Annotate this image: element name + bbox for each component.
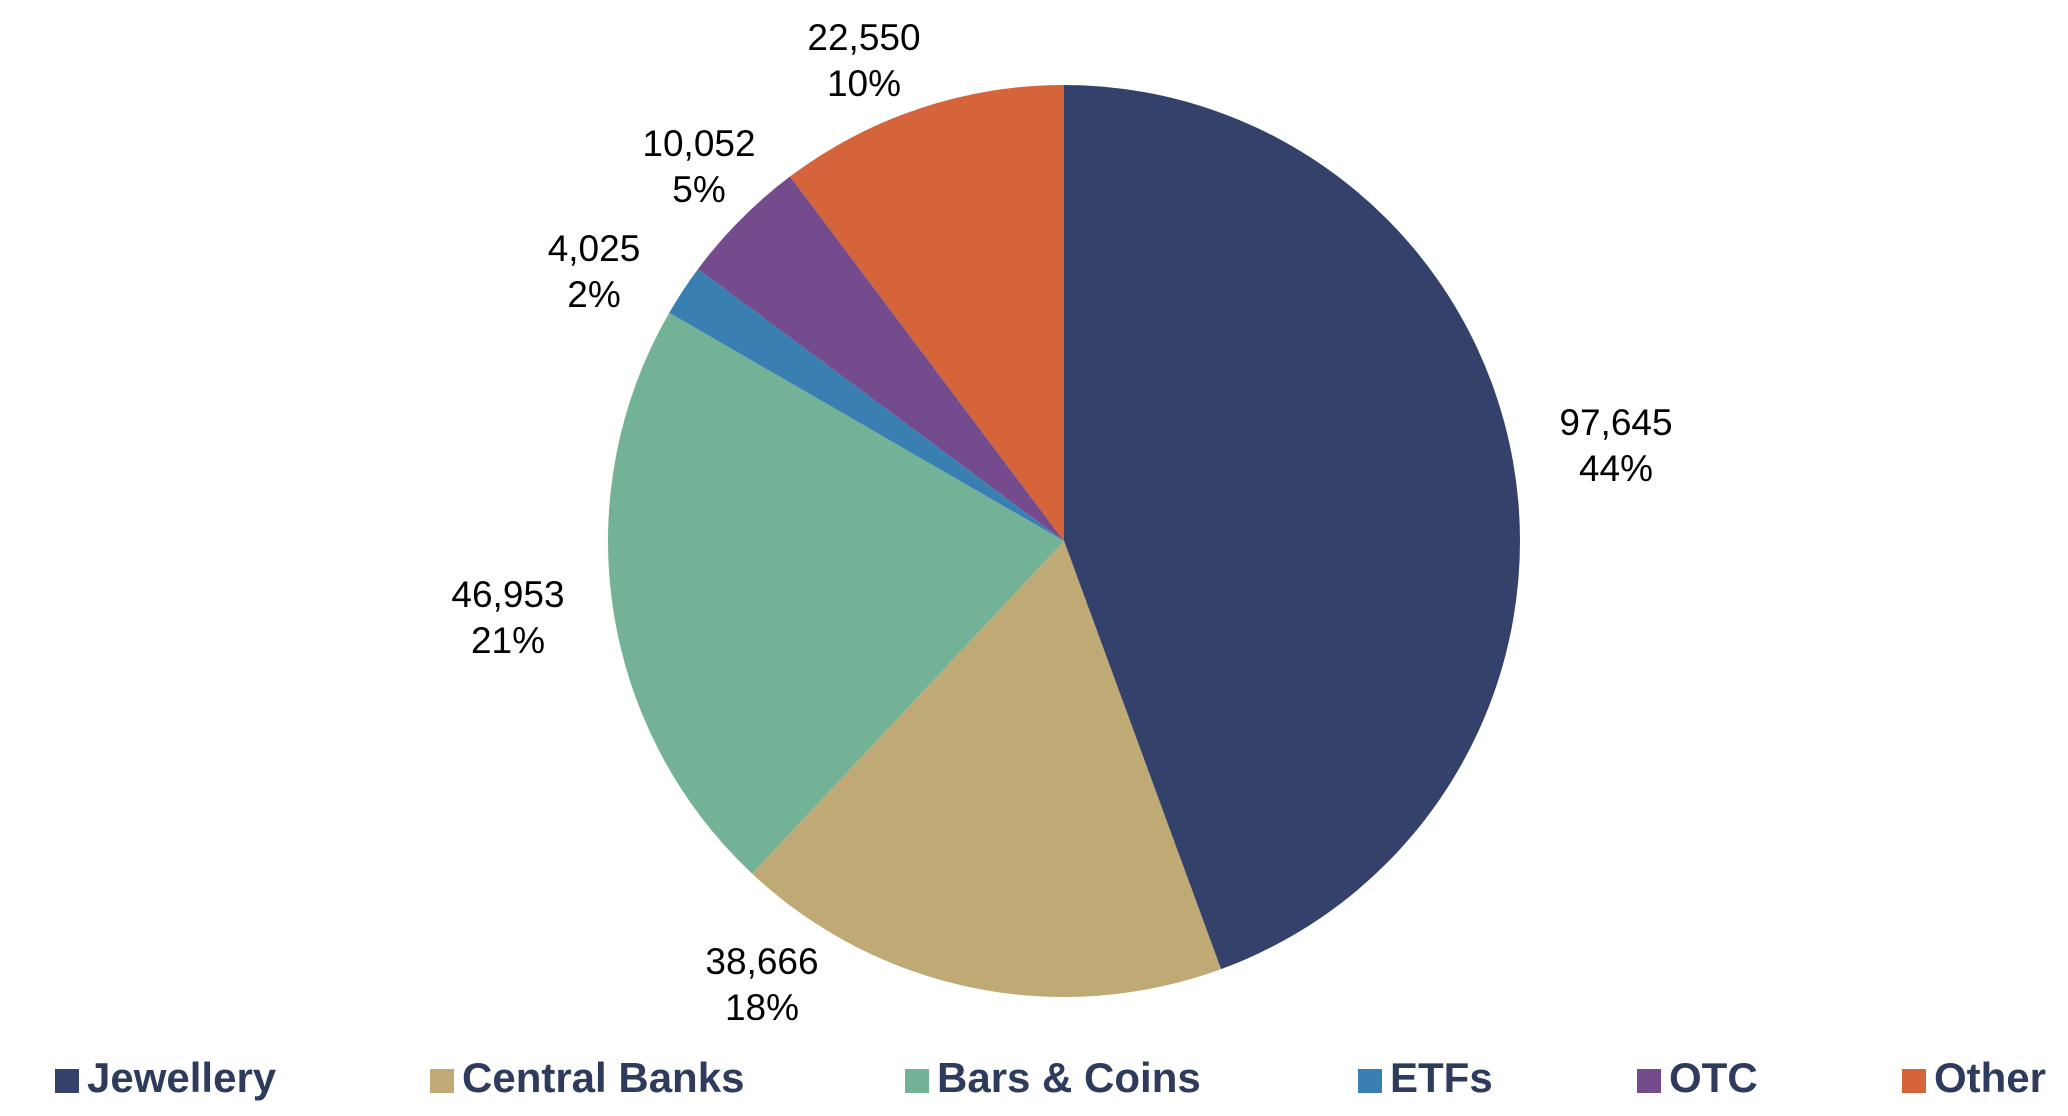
pie-slice <box>1064 85 1520 970</box>
pie-slice <box>669 268 1064 541</box>
legend-swatch <box>1902 1069 1926 1093</box>
value-label: 38,666 <box>705 941 818 982</box>
legend-label: Jewellery <box>87 1054 277 1101</box>
legend-label: Bars & Coins <box>937 1054 1201 1101</box>
legend-swatch <box>430 1069 454 1093</box>
legend-swatch <box>55 1069 79 1093</box>
legend-label: Central Banks <box>462 1054 744 1101</box>
percent-label: 44% <box>1579 448 1653 489</box>
legend-swatch <box>1637 1069 1661 1093</box>
pie-slice <box>752 541 1221 997</box>
percent-label: 10% <box>827 63 901 104</box>
percent-label: 18% <box>725 987 799 1028</box>
value-label: 97,645 <box>1559 402 1672 443</box>
legend-label: ETFs <box>1390 1054 1493 1101</box>
percent-label: 21% <box>471 620 545 661</box>
value-label: 4,025 <box>548 228 641 269</box>
percent-label: 5% <box>672 169 725 210</box>
legend-swatch <box>1358 1069 1382 1093</box>
pie-slice <box>698 176 1064 541</box>
percent-label: 2% <box>567 274 620 315</box>
value-label: 46,953 <box>451 574 564 615</box>
pie-slice <box>608 312 1064 874</box>
legend-label: OTC <box>1669 1054 1758 1101</box>
value-label: 10,052 <box>642 123 755 164</box>
legend-swatch <box>905 1069 929 1093</box>
pie-slice <box>790 85 1064 541</box>
legend-label: Other <box>1934 1054 2046 1101</box>
value-label: 22,550 <box>807 17 920 58</box>
